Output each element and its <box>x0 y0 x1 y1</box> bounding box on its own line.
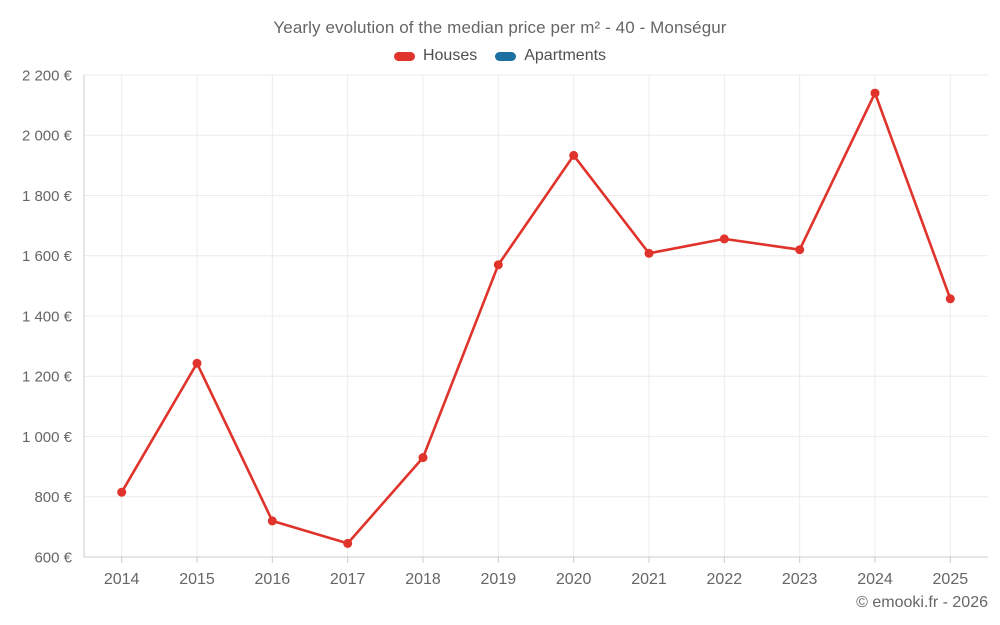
legend-item-apartments[interactable]: Apartments <box>495 47 606 65</box>
x-axis-label: 2023 <box>782 571 818 588</box>
houses-series-line <box>120 91 952 545</box>
x-axis-label: 2017 <box>330 571 366 588</box>
y-axis-label: 1 200 € <box>22 369 73 386</box>
y-axis-label: 1 400 € <box>22 308 73 325</box>
x-axis-label: 2022 <box>707 571 743 588</box>
legend-label-houses: Houses <box>422 47 478 64</box>
x-axis-label: 2025 <box>933 571 969 588</box>
y-axis-label: 1 800 € <box>22 188 73 205</box>
y-axis-label: 2 200 € <box>22 67 73 84</box>
x-axis-label: 2019 <box>481 571 517 588</box>
x-axis-label: 2016 <box>255 571 291 588</box>
houses-data-point[interactable] <box>117 487 127 497</box>
houses-data-point[interactable] <box>569 150 579 160</box>
x-axis-label: 2020 <box>556 571 592 588</box>
houses-data-point[interactable] <box>343 538 353 548</box>
houses-data-point[interactable] <box>493 260 503 270</box>
houses-data-point[interactable] <box>644 248 654 258</box>
y-axis-label: 600 € <box>34 549 72 566</box>
x-axis-label: 2015 <box>179 571 215 588</box>
y-axis-label: 2 000 € <box>22 128 73 145</box>
legend: Houses Apartments <box>0 47 1000 65</box>
x-axis-label: 2021 <box>631 571 667 588</box>
y-axis-label: 1 000 € <box>22 429 73 446</box>
chart-title: Yearly evolution of the median price per… <box>273 18 727 37</box>
legend-label-apartments: Apartments <box>524 47 607 64</box>
footer-credit-link[interactable]: © emooki.fr - 2026 <box>856 594 988 611</box>
x-axis-label: 2014 <box>104 571 140 588</box>
houses-data-point[interactable] <box>795 245 805 255</box>
houses-data-point[interactable] <box>192 358 202 368</box>
legend-item-houses[interactable]: Houses <box>393 47 478 65</box>
y-axis-label: 800 € <box>34 489 72 506</box>
houses-data-point[interactable] <box>870 88 880 98</box>
houses-data-point[interactable] <box>418 453 428 463</box>
houses-data-point[interactable] <box>719 234 729 244</box>
y-axis-label: 1 600 € <box>22 248 73 265</box>
houses-data-point[interactable] <box>945 294 955 304</box>
x-axis-label: 2024 <box>857 571 893 588</box>
houses-series-swatch-icon <box>393 51 415 61</box>
x-axis-label: 2018 <box>405 571 441 588</box>
apartments-series-swatch-icon <box>495 51 517 61</box>
houses-data-point[interactable] <box>267 516 277 526</box>
